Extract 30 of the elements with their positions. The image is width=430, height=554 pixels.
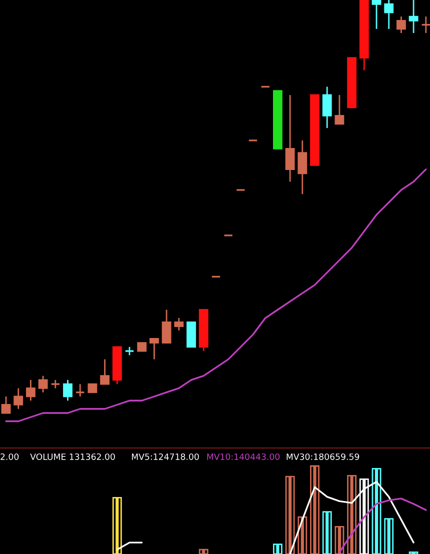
candlestick [100, 358, 110, 385]
candlestick [310, 94, 320, 166]
text: VOLUME 131362.00 [30, 453, 115, 460]
bar [384, 518, 394, 554]
text: MV10:140443.00 [207, 453, 280, 460]
text: MV30:180659.59 [286, 453, 360, 460]
candlestick [272, 90, 282, 150]
candlestick [285, 94, 295, 182]
text: 2.00 [0, 453, 19, 460]
candlestick [408, 0, 418, 34]
candlestick [137, 342, 147, 352]
candlestick [420, 16, 430, 34]
bar [272, 544, 282, 554]
bar [298, 516, 308, 554]
bar [372, 468, 382, 554]
bar [322, 511, 332, 554]
candlestick [186, 321, 196, 348]
bar [198, 548, 208, 554]
bar [112, 496, 122, 554]
bar [285, 476, 295, 554]
candlestick [162, 309, 172, 344]
candlestick [347, 57, 357, 108]
text: MV5:124718.00 [132, 453, 199, 460]
candlestick [334, 94, 344, 125]
candlestick [38, 375, 48, 394]
candlestick [372, 0, 382, 30]
candlestick [149, 338, 159, 360]
bar [347, 474, 357, 554]
bar [334, 526, 344, 554]
bar [310, 465, 320, 554]
